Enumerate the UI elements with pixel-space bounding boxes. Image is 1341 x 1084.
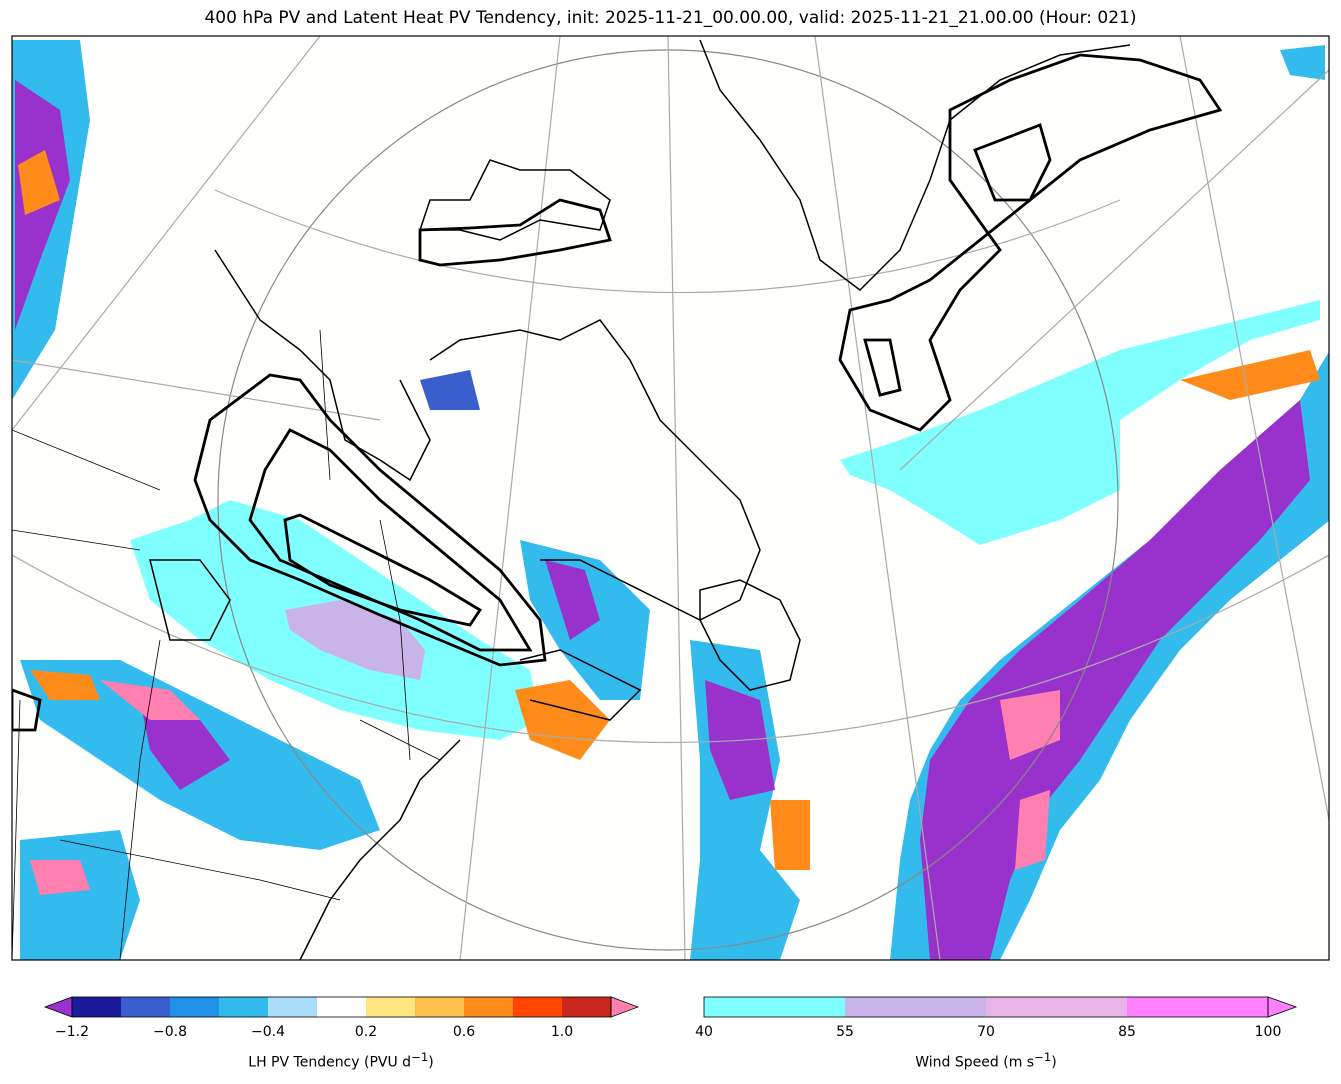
pv-contours <box>12 53 1223 732</box>
lh-atlantic-pink-1 <box>1000 690 1060 760</box>
lh-colorbar-tick: −1.2 <box>55 1024 89 1040</box>
pv-contour-atlantic <box>863 338 902 397</box>
lh-colorbar-tick: 0.2 <box>354 1024 378 1040</box>
lh-colorbar-frame <box>71 996 612 1018</box>
lh-labrador <box>420 370 480 410</box>
jet-streak-atlantic <box>840 300 1320 545</box>
lh-colorbar-swatch <box>170 997 220 1017</box>
wind-colorbar-swatch <box>845 997 987 1017</box>
wind-colorbar-frame <box>703 996 1269 1018</box>
pv-contour-outer <box>193 373 547 667</box>
lh-colorbar-swatch <box>121 997 171 1017</box>
wind-colorbar-over-arrow <box>1267 996 1298 1018</box>
lh-offshore-1-pos <box>770 800 810 870</box>
quebec-labrador-coast <box>429 319 761 621</box>
lh-quebec-core <box>545 560 600 640</box>
map-frame <box>11 35 1330 961</box>
lh-midwest-pos <box>30 670 100 700</box>
greenland-coast <box>699 39 1131 291</box>
lh-colorbar-swatch <box>366 997 416 1017</box>
lh-pv-tendency-shading <box>12 40 1329 960</box>
pv-contour-inner <box>283 513 482 627</box>
lh-colorbar-swatch <box>415 997 465 1017</box>
lh-colorbar-under-arrow <box>43 996 73 1018</box>
wind-colorbar-tick: 100 <box>1254 1024 1282 1040</box>
newfoundland-coast <box>699 579 801 691</box>
political-boundaries <box>12 329 441 960</box>
wind-colorbar-tick: 70 <box>977 1024 995 1040</box>
great-lakes <box>149 559 231 641</box>
lh-colorbar-swatch <box>562 997 612 1017</box>
wind-colorbar-swatch <box>1127 997 1269 1017</box>
pv-contour-middle <box>248 428 533 652</box>
wind-colorbar-tick: 55 <box>836 1024 854 1040</box>
lh-colorbar-swatch <box>464 997 514 1017</box>
lh-colorbar-tick: −0.8 <box>153 1024 187 1040</box>
pv-contour-north-1 <box>418 198 612 267</box>
hudson-bay-coast <box>214 249 431 482</box>
arctic-islands <box>418 159 611 241</box>
lh-top-right <box>1280 45 1325 80</box>
lh-colorbar-tick: 1.0 <box>550 1024 574 1040</box>
lh-colorbar-swatch <box>219 997 269 1017</box>
pv-contour-greenland-inner <box>973 123 1052 202</box>
coastlines <box>149 39 1131 960</box>
wind-colorbar-swatch <box>704 997 846 1017</box>
lh-atlantic-core <box>920 400 1310 960</box>
map-title: 400 hPa PV and Latent Heat PV Tendency, … <box>204 8 1137 28</box>
graticule <box>12 36 1329 960</box>
lh-colorbar-swatch <box>317 997 367 1017</box>
lh-colorbar-swatch <box>513 997 563 1017</box>
pv-contour-greenland <box>838 53 1223 432</box>
lh-colorbar-swatch <box>268 997 318 1017</box>
lh-colorbar-tick: 0.6 <box>452 1024 476 1040</box>
wind-colorbar-tick: 40 <box>695 1024 713 1040</box>
maritimes-coast <box>519 649 642 721</box>
lh-atlantic-pos <box>1180 350 1320 400</box>
lh-southeast-pink <box>30 860 90 895</box>
us-east-coast <box>299 739 461 960</box>
lh-midwest-core <box>140 700 230 790</box>
lh-positive-west <box>18 150 60 215</box>
wind-colorbar-tick: 85 <box>1118 1024 1136 1040</box>
wind-speed-colorbar <box>703 996 1298 1018</box>
wind-colorbar-swatch <box>986 997 1128 1017</box>
pv-contour-bottom-left <box>12 688 42 732</box>
lh-colorbar-swatch <box>72 997 122 1017</box>
lh-pv-colorbar <box>43 996 640 1018</box>
lh-atlantic-pink-2 <box>1015 790 1050 870</box>
wind-colorbar-label: Wind Speed (m s−1) <box>915 1050 1057 1071</box>
lh-colorbar-label: LH PV Tendency (PVU d−1) <box>248 1050 434 1071</box>
lh-colorbar-tick: −0.4 <box>251 1024 285 1040</box>
lh-colorbar-over-arrow <box>610 996 640 1018</box>
